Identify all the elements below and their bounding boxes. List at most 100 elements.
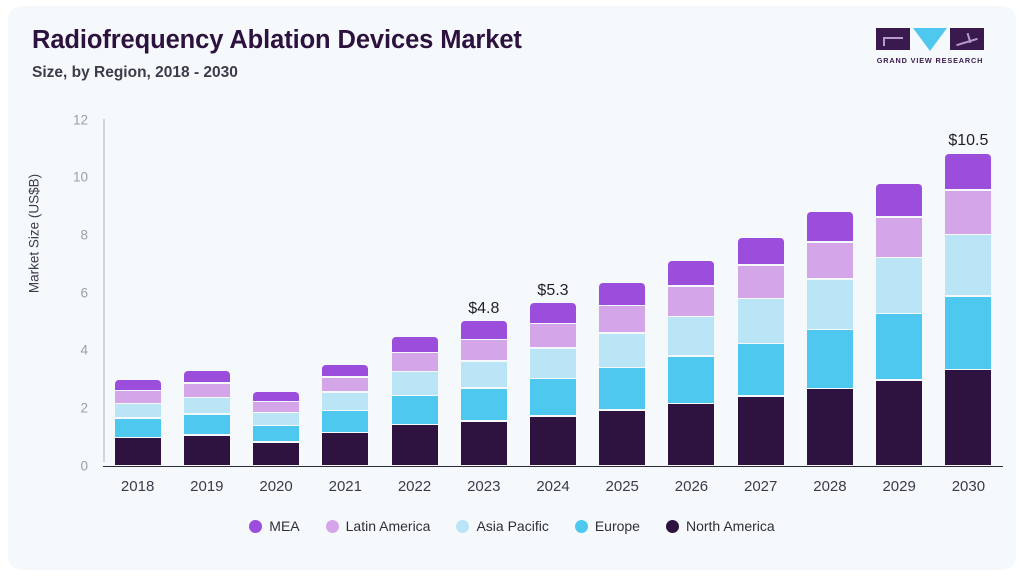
bar-segment-latin-america[interactable] [737,265,784,298]
bar-stack [806,212,853,465]
bar-stack [668,261,715,465]
bar-segment-mea[interactable] [599,282,646,305]
bar-segment-asia-pacific[interactable] [183,398,230,413]
bar-segment-asia-pacific[interactable] [530,348,576,378]
bar-segment-north-america[interactable] [322,433,369,465]
bar-segment-mea[interactable] [668,261,715,286]
bar-segment-mea[interactable] [114,379,161,390]
x-axis-tick-label: 2022 [397,478,432,495]
x-axis-tick-label: 2027 [744,478,778,495]
bar-segment-asia-pacific[interactable] [737,299,784,343]
legend-item-latin-america[interactable]: Latin America [325,518,431,534]
bar-stack [391,336,438,465]
bar-segment-mea[interactable] [183,371,230,383]
logo-text: GRAND VIEW RESEARCH [876,56,984,65]
bar-value-label: $5.3 [537,281,569,299]
bar-segment-north-america[interactable] [806,389,853,465]
bar-segment-mea[interactable] [876,183,923,217]
bar-segment-mea[interactable] [945,153,992,190]
x-axis-tick-label: 2024 [536,478,570,495]
bar-segment-latin-america[interactable] [114,391,161,403]
bar-segment-asia-pacific[interactable] [876,258,923,313]
bar-segment-mea[interactable] [737,237,784,265]
legend-item-north-america[interactable]: North America [665,518,775,534]
bar-series-container [103,119,1003,467]
bar-segment-mea[interactable] [460,321,507,339]
bar-segment-europe[interactable] [530,379,576,416]
logo-square-right-icon [950,28,984,50]
bar-segment-asia-pacific[interactable] [322,392,369,410]
logo-square-left-icon [876,28,910,50]
bar-segment-latin-america[interactable] [668,286,715,316]
bar-segment-north-america[interactable] [530,416,576,465]
bar-segment-north-america[interactable] [945,370,992,465]
bar-segment-asia-pacific[interactable] [806,279,853,329]
bar-segment-mea[interactable] [391,336,438,352]
bar-stack [460,321,507,465]
legend-item-mea[interactable]: MEA [249,518,300,534]
y-axis-tick-label: 2 [80,400,88,416]
bar-segment-latin-america[interactable] [460,340,507,361]
bar-segment-asia-pacific[interactable] [599,333,646,367]
bar-segment-asia-pacific[interactable] [114,404,161,418]
bar-segment-europe[interactable] [253,426,300,442]
bar-segment-europe[interactable] [737,344,784,396]
bar-segment-north-america[interactable] [668,404,715,465]
bar-stack [253,392,300,465]
bar-segment-north-america[interactable] [737,396,784,465]
legend-item-europe[interactable]: Europe [574,518,640,534]
bar-segment-latin-america[interactable] [183,383,230,397]
y-axis-tick-label: 0 [80,458,88,473]
logo-marks [874,28,986,52]
legend-swatch-icon [665,519,679,533]
x-axis-tick-label: 2018 [120,478,155,495]
bar-stack [322,364,369,465]
bar-segment-latin-america[interactable] [530,324,576,348]
bar-segment-north-america[interactable] [460,421,507,465]
bar-segment-europe[interactable] [668,356,715,403]
bar-segment-north-america[interactable] [391,425,438,465]
legend-swatch-icon [249,519,263,533]
bar-value-label: $4.8 [468,299,500,317]
bar-segment-europe[interactable] [945,296,992,369]
y-axis-tick-label: 12 [72,112,88,127]
bar-segment-europe[interactable] [322,411,369,432]
bar-segment-asia-pacific[interactable] [668,317,715,356]
bar-segment-europe[interactable] [183,414,230,435]
bar-segment-mea[interactable] [806,212,853,242]
bar-segment-latin-america[interactable] [806,242,853,279]
bar-segment-north-america[interactable] [599,410,646,465]
bar-segment-asia-pacific[interactable] [945,235,992,296]
bar-segment-asia-pacific[interactable] [253,413,300,425]
x-axis-tick-label: 2028 [813,478,847,495]
bar-segment-asia-pacific[interactable] [460,361,507,388]
bar-segment-north-america[interactable] [183,435,230,465]
bar-segment-latin-america[interactable] [876,217,923,257]
x-axis-tick-label: 2021 [328,478,362,495]
bar-segment-europe[interactable] [114,418,161,437]
bar-segment-north-america[interactable] [114,438,161,465]
bar-segment-north-america[interactable] [253,442,300,465]
bar-stack [599,282,646,465]
legend-swatch-icon [456,519,470,533]
bar-segment-latin-america[interactable] [322,377,369,392]
legend-label: Latin America [345,518,431,534]
bar-segment-europe[interactable] [460,388,507,421]
bar-segment-asia-pacific[interactable] [391,372,438,395]
bar-segment-latin-america[interactable] [945,190,992,234]
chart-plot-area: Market Size (US$B) 0 2 4 6 8 10 12 2018 2019 202… [8,6,1016,570]
bar-segment-north-america[interactable] [876,380,923,465]
bar-segment-latin-america[interactable] [599,306,646,333]
legend-item-asia-pacific[interactable]: Asia Pacific [456,518,549,534]
bar-segment-europe[interactable] [391,396,438,424]
bar-stack [183,371,230,465]
bar-segment-mea[interactable] [253,392,300,401]
bar-segment-mea[interactable] [530,303,576,323]
bar-segment-europe[interactable] [806,330,853,388]
bar-segment-latin-america[interactable] [253,402,300,412]
bar-segment-europe[interactable] [876,314,923,380]
y-axis-ticks: 0 2 4 6 8 10 12 [32,6,88,570]
bar-segment-mea[interactable] [322,364,369,377]
bar-segment-latin-america[interactable] [391,353,438,371]
bar-segment-europe[interactable] [599,368,646,410]
